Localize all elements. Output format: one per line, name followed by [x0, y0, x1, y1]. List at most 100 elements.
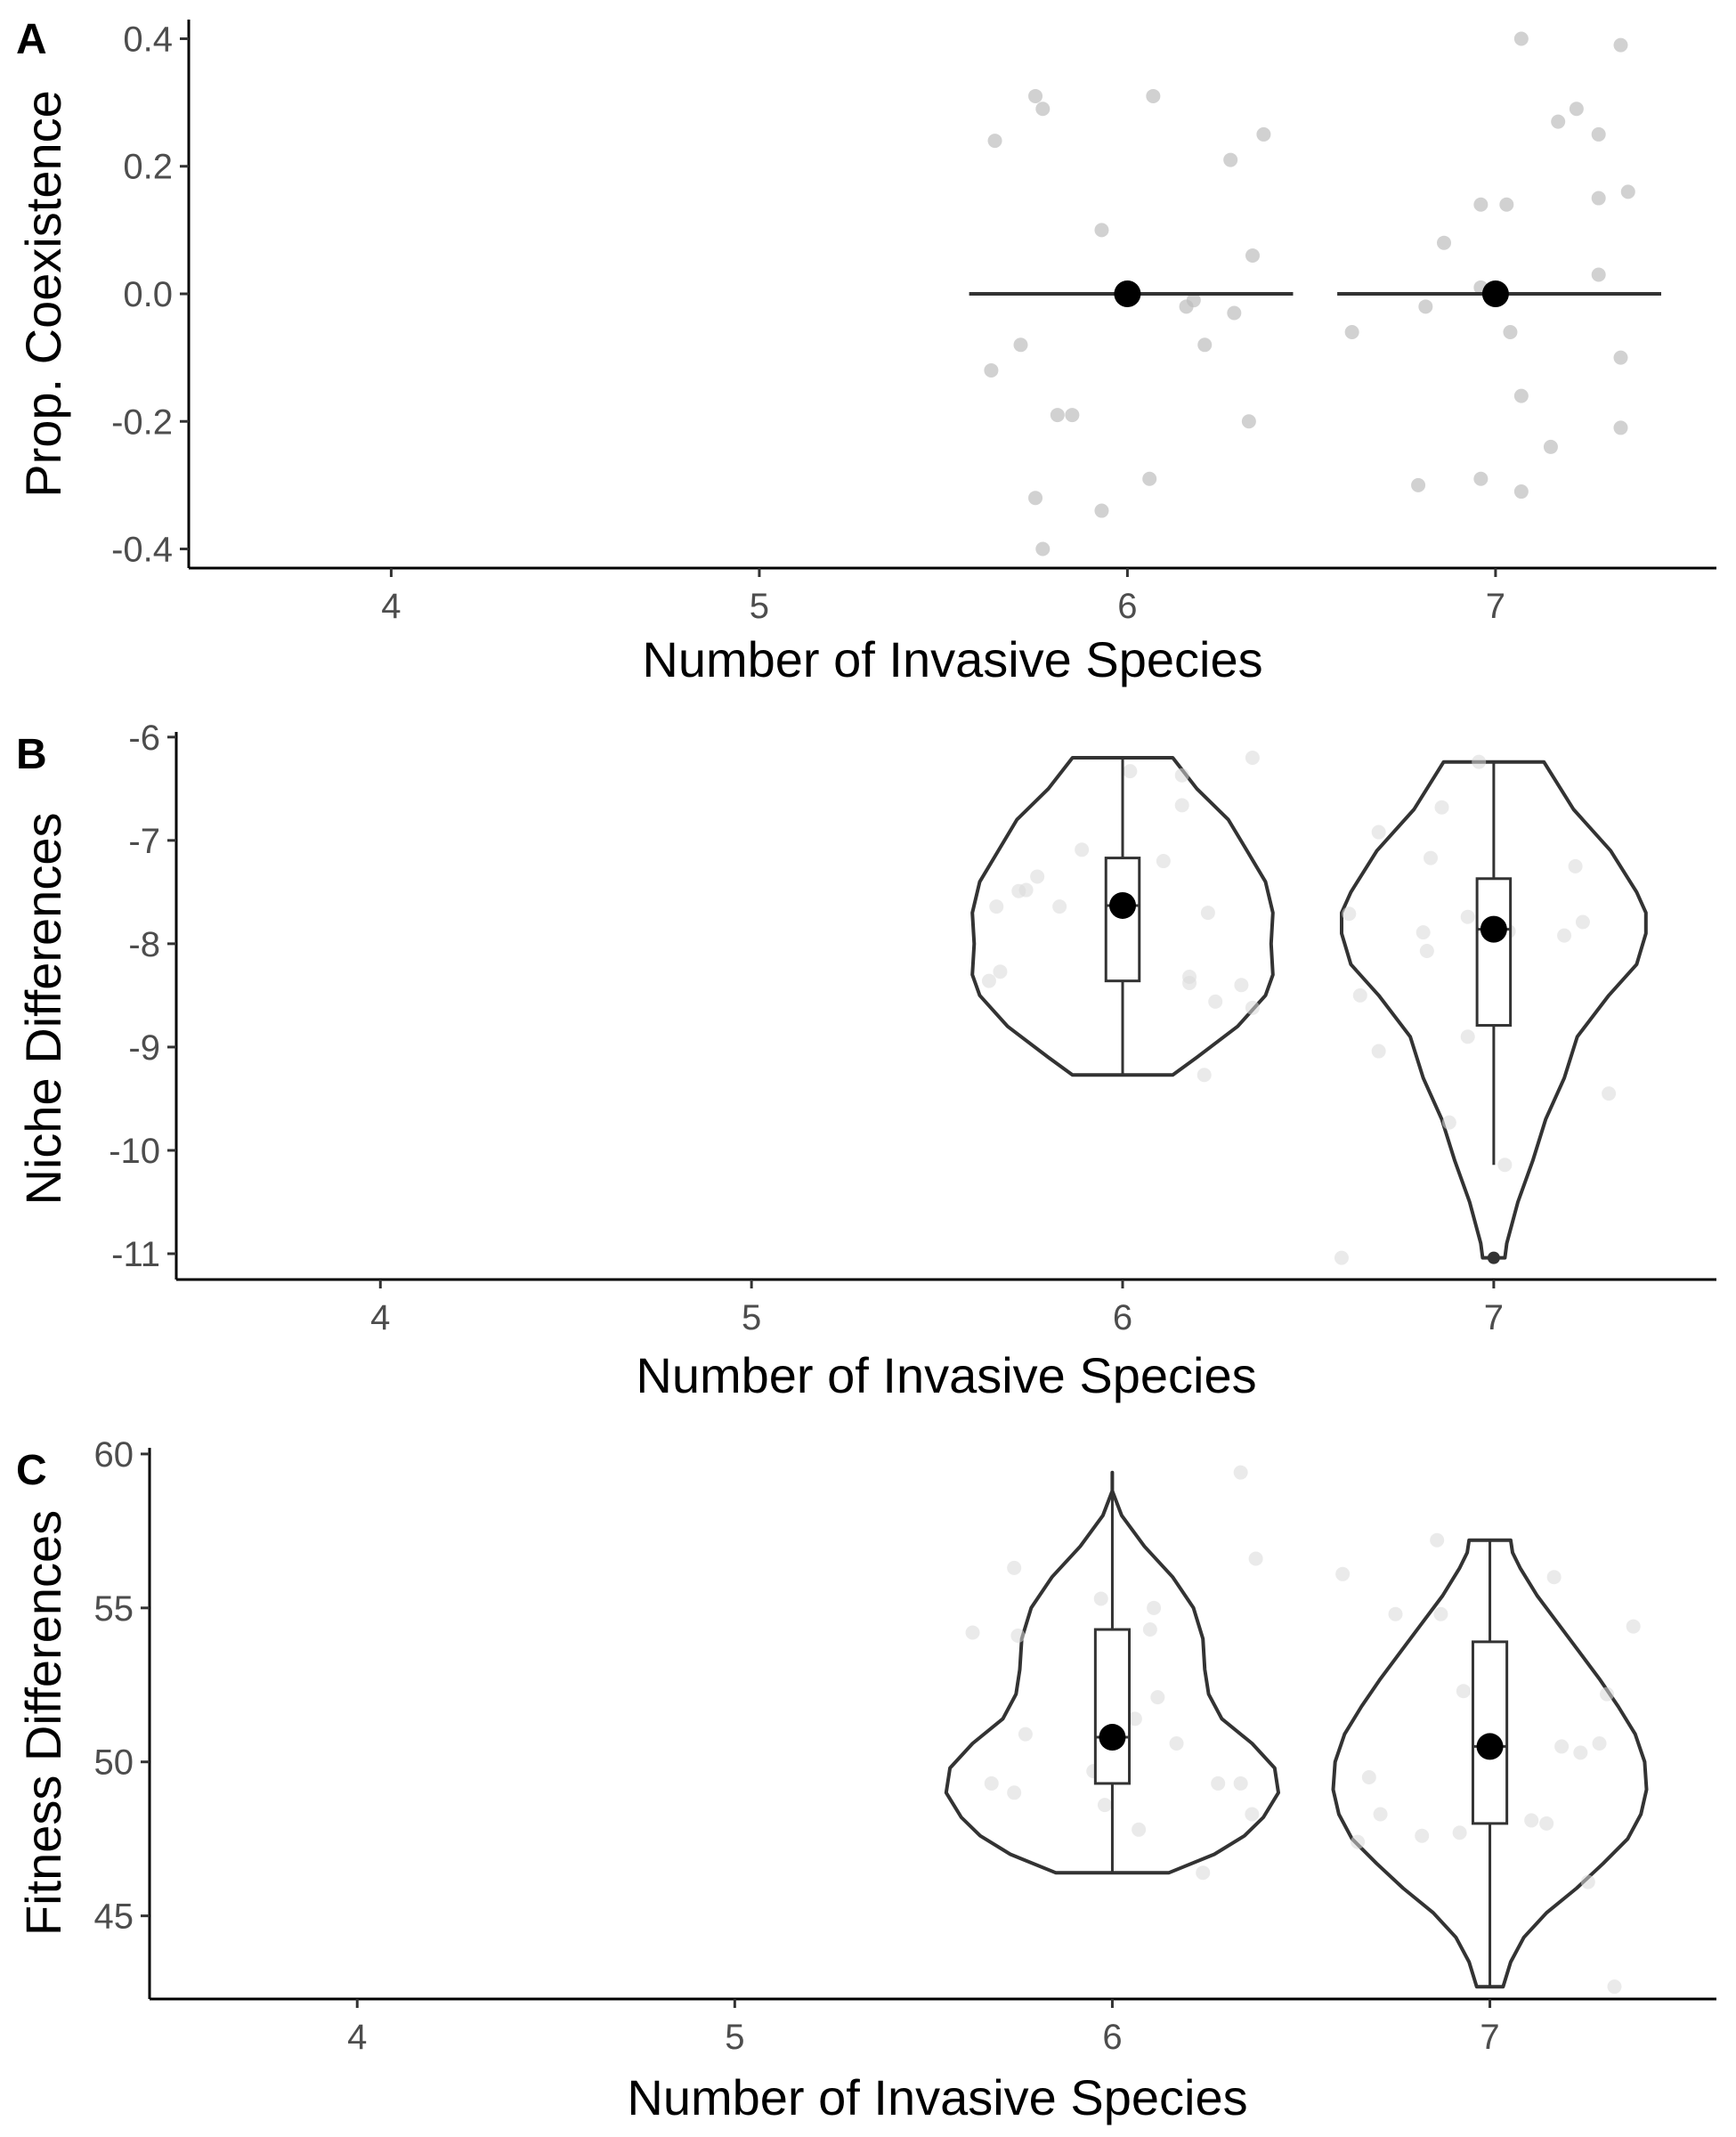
- panel-b-box-7: [1475, 877, 1513, 1028]
- panel-c-point: [1248, 1551, 1263, 1566]
- panel-b-y-tick-label: -8: [128, 925, 160, 964]
- panel-c-point: [1150, 1690, 1165, 1705]
- panel-c-point: [1010, 1628, 1026, 1643]
- panel-a-y-axis-title: Prop. Coexistence: [15, 90, 71, 498]
- panel-b-point: [1460, 909, 1475, 924]
- panel-c-point: [1361, 1770, 1376, 1785]
- panel-b-point: [1371, 1044, 1386, 1059]
- panel-b-point: [1472, 754, 1487, 769]
- panel-a-point: [1223, 152, 1238, 167]
- panel-a: A -0.4 -0.2 0.0 0.2 0.4 4 5 6 7 Number of Invas…: [15, 16, 1716, 687]
- panel-b-y-tick-label: -10: [109, 1132, 160, 1171]
- panel-c-point: [1142, 1622, 1157, 1637]
- panel-c-point: [1524, 1813, 1539, 1828]
- panel-a-x-tick-label: 5: [750, 587, 769, 626]
- panel-b-point: [1156, 854, 1171, 869]
- panel-b-point: [1245, 1000, 1260, 1015]
- panel-c-y-tick-label: 45: [94, 1897, 134, 1937]
- panel-b-point: [1575, 914, 1590, 930]
- panel-b-y-tick-label: -9: [128, 1028, 160, 1068]
- panel-c-x-tick-label: 7: [1480, 2018, 1499, 2057]
- panel-a-point: [1094, 503, 1109, 518]
- panel-c-x-tick-label: 4: [347, 2018, 367, 2057]
- panel-a-y-tick-label: -0.4: [111, 531, 173, 570]
- panel-b-point: [1342, 906, 1357, 922]
- panel-b-point: [1460, 1029, 1475, 1044]
- panel-b-point: [1197, 1068, 1212, 1083]
- panel-c-point: [1456, 1684, 1471, 1699]
- panel-c-y-tick-label: 50: [94, 1743, 134, 1783]
- panel-b-x-tick-label: 5: [742, 1298, 761, 1337]
- panel-c-summary-points: [1099, 1724, 1504, 1760]
- panel-a-point: [1437, 235, 1452, 250]
- panel-c-point: [1147, 1600, 1162, 1615]
- panel-b-summary-6: [1109, 891, 1137, 919]
- panel-c-point: [1335, 1566, 1351, 1581]
- panel-b-point: [1416, 925, 1431, 940]
- panel-c-point: [1452, 1825, 1467, 1840]
- panel-c-point: [1196, 1865, 1211, 1881]
- panel-a-point: [1543, 439, 1558, 454]
- panel-c-box-6: [1093, 1628, 1132, 1785]
- panel-c-point: [1415, 1828, 1430, 1843]
- panel-b-x-tick-label: 4: [370, 1298, 390, 1337]
- panel-c-x-tick-label: 6: [1102, 2018, 1122, 2057]
- panel-b-y-tick-label: -6: [128, 719, 160, 758]
- panel-a-point: [1065, 408, 1080, 423]
- panel-b-x-tick-label: 6: [1113, 1298, 1132, 1337]
- panel-c-point: [1093, 1591, 1108, 1606]
- panel-a-point: [1620, 184, 1635, 199]
- panel-a-point: [1411, 477, 1426, 492]
- panel-a-point: [1028, 491, 1043, 506]
- panel-c-point: [1351, 1834, 1366, 1849]
- panel-b-point: [993, 964, 1008, 979]
- panel-a-point: [1499, 197, 1514, 212]
- panel-c-point: [1580, 1874, 1595, 1889]
- panel-c-point: [1373, 1807, 1388, 1822]
- panel-b-x-axis-title: Number of Invasive Species: [636, 1347, 1256, 1403]
- panel-a-point: [1418, 299, 1433, 314]
- panel-b-marks: [970, 751, 1648, 1265]
- panel-b-point: [1052, 899, 1067, 914]
- panel-a-point: [1473, 471, 1489, 486]
- panel-c-point: [1211, 1775, 1226, 1791]
- panel-b-point: [1011, 883, 1026, 898]
- panel-b-point: [1030, 869, 1045, 884]
- panel-c-y-tick-label: 55: [94, 1589, 134, 1629]
- panel-b-point: [1602, 1086, 1617, 1101]
- panel-a-point: [1473, 197, 1489, 212]
- panel-b-point: [1234, 978, 1249, 993]
- panel-a-point: [1591, 191, 1606, 206]
- panel-c-point: [1573, 1745, 1588, 1760]
- panel-c-point: [1539, 1816, 1554, 1831]
- panel-c-point: [1233, 1465, 1248, 1480]
- panel-c-tag: C: [16, 1447, 47, 1494]
- panel-b-point: [1441, 1115, 1456, 1130]
- panel-a-y-tick-label: 0.4: [123, 20, 173, 59]
- panel-a-point: [1613, 420, 1628, 435]
- panel-b-point: [1334, 1250, 1349, 1265]
- panel-a-y-tick-label: -0.2: [111, 402, 173, 442]
- panel-b-y-tick-label: -11: [111, 1235, 160, 1274]
- panel-c-point: [1007, 1560, 1022, 1575]
- panel-b-y-ticks: -11 -10 -9 -8 -7 -6: [109, 719, 176, 1274]
- panel-b-y-tick-label: -7: [128, 822, 160, 861]
- panel-c-x-tick-label: 5: [725, 2018, 744, 2057]
- panel-b-violin-7: [1340, 760, 1648, 1260]
- panel-a-point: [1513, 388, 1529, 403]
- panel-b-outlier-7: [1487, 1251, 1500, 1264]
- panel-c-point: [1245, 1807, 1260, 1822]
- panel-c-point: [1554, 1739, 1570, 1754]
- panel-c-boxplots: [1093, 1472, 1509, 1987]
- panel-a-point: [1503, 324, 1518, 339]
- panel-b-point: [1497, 1158, 1513, 1173]
- panel-b-tag: B: [16, 731, 47, 778]
- panel-c-summary-7: [1476, 1733, 1504, 1760]
- panel-a-point: [1344, 324, 1359, 339]
- panel-a-point: [1013, 337, 1028, 353]
- panel-c-point: [1388, 1606, 1403, 1621]
- panel-b-point: [1208, 994, 1223, 1009]
- panel-a-summary-7: [1481, 280, 1509, 307]
- panel-b-x-tick-label: 7: [1484, 1298, 1504, 1337]
